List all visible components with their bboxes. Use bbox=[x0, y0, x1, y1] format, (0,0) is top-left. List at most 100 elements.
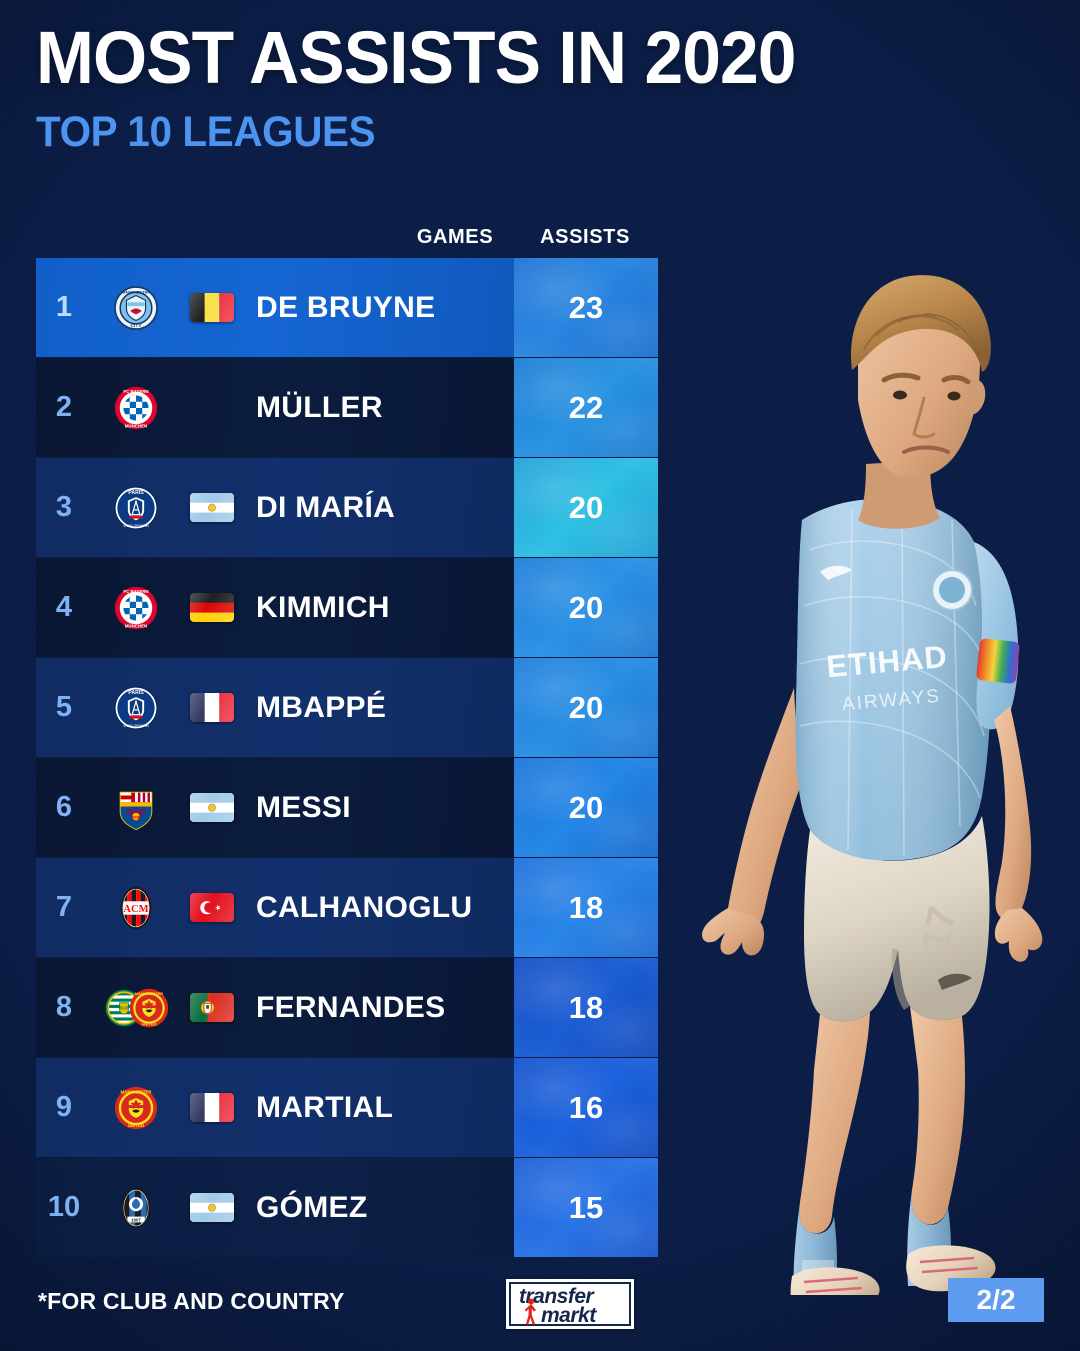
country-flag-cell bbox=[180, 593, 244, 622]
svg-text:SAINT-GERMAIN: SAINT-GERMAIN bbox=[123, 524, 149, 528]
column-header-games: GAMES bbox=[416, 226, 494, 248]
flag-france-icon bbox=[190, 693, 234, 722]
svg-text:PARIS: PARIS bbox=[128, 490, 144, 496]
rank-number: 10 bbox=[47, 1191, 81, 1223]
country-flag-cell bbox=[180, 893, 244, 922]
flag-argentina-icon bbox=[190, 493, 234, 522]
svg-text:MANCHESTER: MANCHESTER bbox=[121, 1089, 153, 1094]
assists-value: 15 bbox=[568, 1189, 604, 1225]
svg-text:MÜNCHEN: MÜNCHEN bbox=[125, 423, 147, 428]
svg-text:SAINT-GERMAIN: SAINT-GERMAIN bbox=[123, 724, 149, 728]
country-flag-cell bbox=[180, 993, 244, 1022]
header: MOST ASSISTS IN 2020 TOP 10 LEAGUES bbox=[36, 16, 844, 157]
club-crest-psg-icon: PARIS SAINT-GERMAIN bbox=[113, 485, 159, 531]
club-crest-psg-icon: PARIS SAINT-GERMAIN bbox=[113, 685, 159, 731]
footnote: *FOR CLUB AND COUNTRY bbox=[38, 1288, 345, 1314]
svg-text:FC BAYERN: FC BAYERN bbox=[123, 389, 148, 394]
assists-value: 22 bbox=[568, 389, 604, 425]
flag-germany-icon bbox=[190, 593, 234, 622]
assists-value: 20 bbox=[568, 789, 604, 825]
country-flag-cell bbox=[180, 793, 244, 822]
svg-text:FCB: FCB bbox=[131, 814, 141, 820]
assists-value-cell: 20 bbox=[514, 458, 658, 557]
club-crest-man-city-icon: MANCHESTER CITY bbox=[113, 285, 159, 331]
flag-turkey-icon bbox=[190, 893, 234, 922]
club-badge-group: FC BAYERN MÜNCHEN bbox=[92, 385, 180, 431]
svg-text:PARIS: PARIS bbox=[128, 690, 144, 696]
svg-text:17: 17 bbox=[913, 903, 965, 956]
assists-value-cell: 20 bbox=[514, 658, 658, 757]
table-row[interactable]: 7ACMCALHANOGLU4718 bbox=[36, 858, 658, 957]
svg-text:CITY: CITY bbox=[131, 323, 143, 329]
table-row[interactable]: 9MANCHESTERUNITEDMARTIAL5316 bbox=[36, 1058, 658, 1157]
club-badge-group: 1907 bbox=[92, 1185, 180, 1231]
rank-number: 4 bbox=[55, 591, 73, 623]
assists-value: 18 bbox=[568, 989, 604, 1025]
rank-number: 1 bbox=[55, 291, 73, 323]
rank-number: 9 bbox=[55, 1091, 73, 1123]
svg-text:MÜNCHEN: MÜNCHEN bbox=[125, 623, 147, 628]
club-badge-group: PARIS SAINT-GERMAIN bbox=[92, 485, 180, 531]
club-badge-group: MANCHESTER UNITED bbox=[92, 1085, 180, 1131]
assists-value: 20 bbox=[568, 489, 604, 525]
country-flag-cell bbox=[180, 293, 244, 322]
club-crest-bayern-icon: FC BAYERN MÜNCHEN bbox=[113, 585, 159, 631]
svg-text:MANCHESTER: MANCHESTER bbox=[134, 990, 162, 995]
flag-belgium-icon bbox=[190, 293, 234, 322]
country-flag-cell bbox=[180, 693, 244, 722]
svg-text:UNITED: UNITED bbox=[141, 1021, 156, 1026]
table-row[interactable]: 8SCPMANCHESTERUNITEDFERNANDES5618 bbox=[36, 958, 658, 1057]
rank-number: 2 bbox=[55, 391, 73, 423]
assists-value: 20 bbox=[568, 689, 604, 725]
country-flag-cell bbox=[180, 493, 244, 522]
club-badge-group: FCB bbox=[92, 785, 180, 831]
rank-number: 6 bbox=[55, 791, 73, 823]
flag-argentina-icon bbox=[190, 1193, 234, 1222]
svg-text:ACM: ACM bbox=[123, 903, 148, 914]
page-subtitle: TOP 10 LEAGUES bbox=[36, 108, 376, 157]
club-crest-atalanta-icon: 1907 bbox=[113, 1185, 159, 1231]
club-crest-ac-milan-icon: ACM bbox=[113, 885, 159, 931]
rank-number: 8 bbox=[55, 991, 73, 1023]
country-flag-cell bbox=[180, 1093, 244, 1122]
rank-number: 7 bbox=[55, 891, 73, 923]
assists-value-cell: 23 bbox=[514, 258, 658, 357]
table-row[interactable]: 2FC BAYERNMÜNCHENMÜLLER4722 bbox=[36, 358, 658, 457]
page-indicator-badge: 2/2 bbox=[948, 1278, 1044, 1322]
club-badge-group: FC BAYERN MÜNCHEN bbox=[92, 585, 180, 631]
club-badge-group: PARIS SAINT-GERMAIN bbox=[92, 685, 180, 731]
flag-portugal-icon bbox=[190, 993, 234, 1022]
club-crest-barcelona-icon: FCB bbox=[113, 785, 159, 831]
assists-value: 20 bbox=[568, 589, 604, 625]
assists-value-cell: 16 bbox=[514, 1058, 658, 1157]
table-row[interactable]: 6FCBMESSI4820 bbox=[36, 758, 658, 857]
page-indicator-text: 2/2 bbox=[976, 1284, 1016, 1315]
assists-value-cell: 15 bbox=[514, 1158, 658, 1257]
column-header-assists: ASSISTS bbox=[540, 226, 630, 248]
club-badge-group: MANCHESTER CITY bbox=[92, 285, 180, 331]
assists-value: 18 bbox=[568, 889, 604, 925]
svg-text:MANCHESTER: MANCHESTER bbox=[122, 289, 150, 294]
club-crest-man-united-icon: MANCHESTER UNITED bbox=[128, 987, 170, 1029]
country-flag-cell bbox=[180, 1193, 244, 1222]
assists-value-cell: 20 bbox=[514, 758, 658, 857]
svg-text:UNITED: UNITED bbox=[128, 1123, 144, 1128]
rank-number: 5 bbox=[55, 691, 73, 723]
assists-value-cell: 22 bbox=[514, 358, 658, 457]
assists-value: 23 bbox=[568, 289, 604, 325]
page-title: MOST ASSISTS IN 2020 bbox=[36, 16, 796, 99]
assists-value: 16 bbox=[568, 1089, 604, 1125]
logo-text-markt: markt bbox=[541, 1304, 596, 1327]
table-row[interactable]: 4FC BAYERNMÜNCHENKIMMICH3920 bbox=[36, 558, 658, 657]
flag-argentina-icon bbox=[190, 793, 234, 822]
svg-text:1907: 1907 bbox=[131, 1217, 141, 1222]
table-row[interactable]: 101907GÓMEZ4115 bbox=[36, 1158, 658, 1257]
assists-value-cell: 18 bbox=[514, 858, 658, 957]
player-photo-de-bruyne: ETIHAD AIRWAYS 17 bbox=[652, 220, 1072, 1314]
club-badge-group: ACM bbox=[92, 885, 180, 931]
club-badge-group: SCP MANCHESTER UNITED bbox=[92, 987, 180, 1029]
